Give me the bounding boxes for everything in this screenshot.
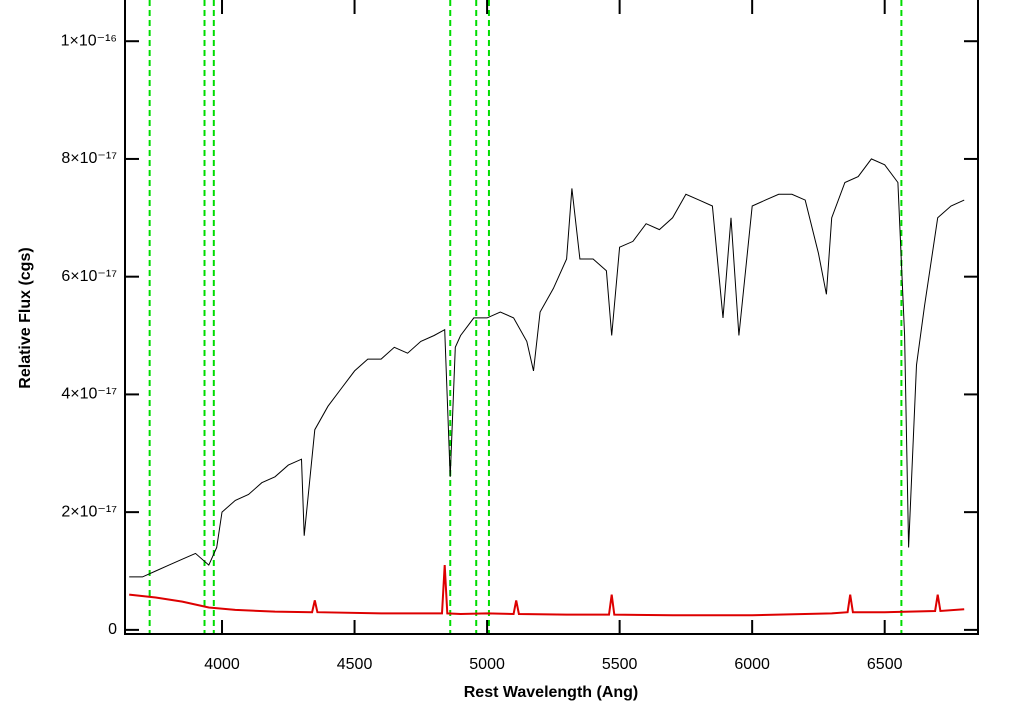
- y-tick-label: 4×10⁻¹⁷: [61, 386, 117, 403]
- y-tick-label: 6×10⁻¹⁷: [61, 268, 117, 285]
- x-axis-label: Rest Wavelength (Ang): [464, 684, 639, 701]
- x-tick-label: 5000: [469, 656, 505, 673]
- y-tick-label: 0: [108, 621, 117, 638]
- x-tick-label: 6500: [867, 656, 903, 673]
- x-tick-label: 4500: [337, 656, 373, 673]
- y-tick-label: 1×10⁻¹⁶: [61, 32, 117, 49]
- y-tick-label: 8×10⁻¹⁷: [61, 150, 117, 167]
- spectrum-line: [129, 158, 965, 578]
- y-tick-label: 2×10⁻¹⁷: [61, 503, 117, 520]
- x-tick-label: 6000: [734, 656, 770, 673]
- spectrum-line: [129, 565, 965, 617]
- x-tick-label: 4000: [204, 656, 240, 673]
- y-axis-label: Relative Flux (cgs): [17, 247, 34, 388]
- plot-frame: [124, 0, 979, 635]
- x-tick-label: 5500: [602, 656, 638, 673]
